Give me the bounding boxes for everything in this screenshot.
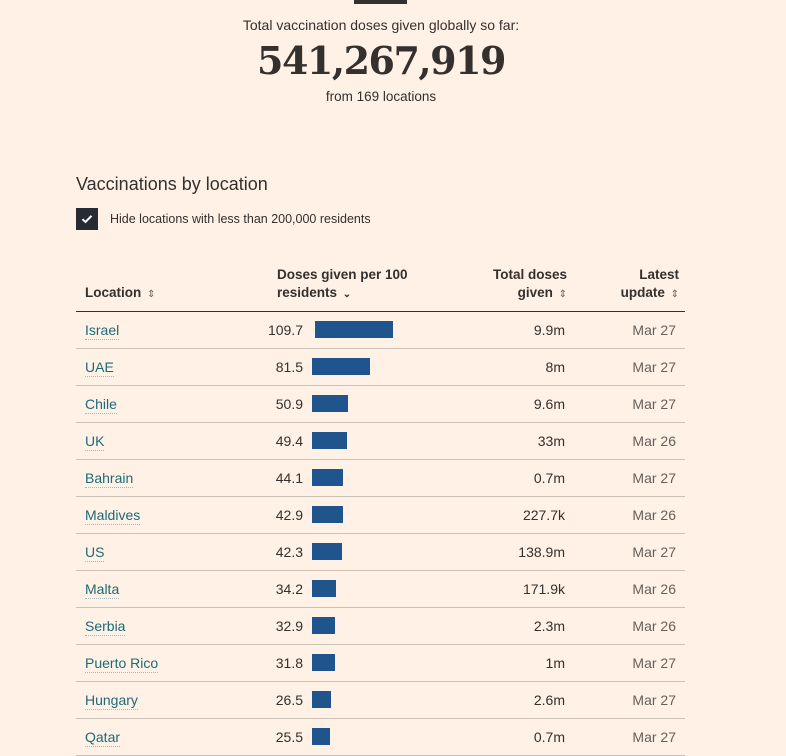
sort-desc-icon: ⌄	[342, 289, 352, 300]
doses-per-100-value: 34.2	[275, 581, 303, 597]
check-icon	[81, 215, 93, 224]
total-doses-value: 1m	[545, 655, 565, 671]
latest-update-value: Mar 27	[632, 396, 676, 412]
doses-per-100-value: 42.3	[275, 544, 303, 560]
doses-per-100-bar	[312, 432, 347, 449]
total-doses-value: 0.7m	[533, 729, 565, 745]
location-link[interactable]: Serbia	[85, 618, 126, 636]
sort-by-latest-update[interactable]: Latest update ⇕	[621, 266, 679, 304]
table-row: Serbia 32.9 2.3m Mar 26	[76, 608, 685, 645]
location-link[interactable]: UAE	[85, 359, 114, 377]
doses-per-100-bar	[312, 617, 335, 634]
header-per100-line1: Doses given per 100	[277, 267, 408, 282]
doses-per-100-bar	[312, 358, 370, 375]
total-doses-value: 8m	[545, 359, 565, 375]
table-row: Puerto Rico 31.8 1m Mar 27	[76, 645, 685, 682]
table-row: Malta 34.2 171.9k Mar 26	[76, 571, 685, 608]
doses-per-100-value: 31.8	[275, 655, 303, 671]
doses-per-100-value: 49.4	[275, 433, 303, 449]
doses-per-100-value: 81.5	[275, 359, 303, 375]
global-total-doses: 541,267,919	[257, 38, 506, 83]
location-link[interactable]: Puerto Rico	[85, 655, 159, 673]
locations-count: from 169 locations	[325, 89, 437, 104]
latest-update-value: Mar 26	[632, 433, 676, 449]
doses-per-100-value: 25.5	[275, 729, 303, 745]
doses-per-100-bar	[312, 543, 342, 560]
sort-icon: ⇕	[147, 289, 156, 300]
location-link[interactable]: US	[85, 544, 105, 562]
table-row: Bahrain 44.1 0.7m Mar 27	[76, 460, 685, 497]
table-row: Qatar 25.5 0.7m Mar 27	[76, 719, 685, 756]
latest-update-value: Mar 27	[632, 322, 676, 338]
latest-update-value: Mar 26	[632, 507, 676, 523]
doses-per-100-value: 32.9	[275, 618, 303, 634]
sort-icon: ⇕	[558, 289, 567, 300]
filter-label: Hide locations with less than 200,000 re…	[110, 212, 371, 226]
table-row: Maldives 42.9 227.7k Mar 26	[76, 497, 685, 534]
header-latest-line1: Latest	[639, 267, 679, 282]
section-title: Vaccinations by location	[76, 174, 268, 194]
doses-per-100-bar	[312, 728, 330, 745]
doses-per-100-bar	[312, 395, 348, 412]
latest-update-value: Mar 27	[632, 359, 676, 375]
doses-per-100-value: 42.9	[275, 507, 303, 523]
latest-update-value: Mar 27	[632, 470, 676, 486]
table-body: Israel 109.7 9.9m Mar 27 UAE 81.5 8m Mar 27 Chil…	[76, 312, 685, 756]
total-doses-value: 9.9m	[533, 322, 565, 338]
location-link[interactable]: UK	[85, 433, 105, 451]
doses-per-100-value: 44.1	[275, 470, 303, 486]
sort-by-total-doses[interactable]: Total doses given ⇕	[493, 266, 567, 304]
total-doses-value: 9.6m	[533, 396, 565, 412]
table-row: Israel 109.7 9.9m Mar 27	[76, 312, 685, 349]
location-link[interactable]: Malta	[85, 581, 120, 599]
sort-by-doses-per-100[interactable]: Doses given per 100 residents ⌄	[277, 266, 408, 304]
latest-update-value: Mar 27	[632, 729, 676, 745]
header-per100-line2: residents	[277, 285, 338, 300]
latest-update-value: Mar 27	[632, 655, 676, 671]
location-link[interactable]: Qatar	[85, 729, 121, 747]
total-doses-value: 2.6m	[533, 692, 565, 708]
total-doses-value: 2.3m	[533, 618, 565, 634]
location-link[interactable]: Chile	[85, 396, 117, 414]
location-link[interactable]: Bahrain	[85, 470, 134, 488]
total-doses-value: 227.7k	[522, 507, 565, 523]
latest-update-value: Mar 26	[632, 581, 676, 597]
location-link[interactable]: Israel	[85, 322, 120, 340]
header-total-line2: given	[517, 285, 553, 300]
total-doses-value: 171.9k	[522, 581, 565, 597]
table-row: UAE 81.5 8m Mar 27	[76, 349, 685, 386]
latest-update-value: Mar 27	[632, 544, 676, 560]
doses-per-100-value: 109.7	[267, 322, 303, 338]
table-row: UK 49.4 33m Mar 26	[76, 423, 685, 460]
top-rule	[354, 0, 407, 4]
doses-per-100-bar	[312, 580, 336, 597]
header-location: Location	[85, 285, 142, 300]
latest-update-value: Mar 27	[632, 692, 676, 708]
header-total-line1: Total doses	[492, 267, 567, 282]
doses-per-100-bar	[312, 506, 343, 523]
sort-by-location[interactable]: Location ⇕	[85, 284, 155, 304]
table-row: Chile 50.9 9.6m Mar 27	[76, 386, 685, 423]
total-doses-value: 138.9m	[518, 544, 565, 560]
header-latest-line2: update	[620, 285, 665, 300]
doses-per-100-bar	[315, 321, 393, 338]
table-row: US 42.3 138.9m Mar 27	[76, 534, 685, 571]
total-doses-value: 0.7m	[533, 470, 565, 486]
doses-per-100-bar	[312, 691, 331, 708]
vaccinations-table: Location ⇕ Doses given per 100 residents…	[76, 262, 685, 756]
doses-per-100-bar	[312, 654, 335, 671]
doses-per-100-value: 50.9	[275, 396, 303, 412]
total-doses-value: 33m	[537, 433, 565, 449]
hide-small-locations-checkbox[interactable]	[76, 208, 98, 230]
hero-label: Total vaccination doses given globally s…	[242, 17, 520, 33]
latest-update-value: Mar 26	[632, 618, 676, 634]
location-link[interactable]: Maldives	[85, 507, 141, 525]
table-header: Location ⇕ Doses given per 100 residents…	[76, 262, 685, 312]
table-row: Hungary 26.5 2.6m Mar 27	[76, 682, 685, 719]
sort-icon: ⇕	[670, 289, 679, 300]
location-link[interactable]: Hungary	[85, 692, 138, 710]
doses-per-100-bar	[312, 469, 343, 486]
doses-per-100-value: 26.5	[275, 692, 303, 708]
hide-small-locations-filter[interactable]: Hide locations with less than 200,000 re…	[76, 208, 371, 230]
